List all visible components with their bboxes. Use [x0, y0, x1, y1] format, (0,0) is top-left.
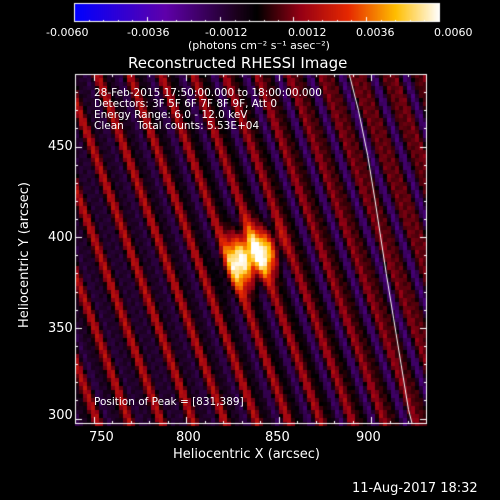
colorbar-tick-label: 0.0036 — [356, 26, 395, 39]
y-tick-label: 450 — [48, 139, 73, 154]
footer-date: 11-Aug-2017 18:32 — [352, 481, 478, 496]
y-axis-label: Heliocentric Y (arcsec) — [17, 182, 32, 328]
colorbar-tick-label: 0.0012 — [288, 26, 327, 39]
colorbar-unit-label: (photons cm⁻² s⁻¹ asec⁻²) — [188, 39, 330, 52]
colorbar-tick-label: -0.0036 — [127, 26, 170, 39]
x-tick-label: 800 — [176, 430, 201, 445]
x-tick-label: 850 — [265, 430, 290, 445]
colorbar-tick-label: 0.0060 — [434, 26, 473, 39]
info-energy-range: Energy Range: 6.0 - 12.0 keV — [94, 109, 248, 121]
x-axis-label: Heliocentric X (arcsec) — [173, 447, 320, 462]
x-tick-label: 750 — [89, 430, 114, 445]
x-tick-label: 900 — [356, 430, 381, 445]
info-detectors: Detectors: 3F 5F 6F 7F 8F 9F, Att 0 — [94, 98, 278, 110]
y-tick-label: 350 — [48, 321, 73, 336]
y-tick-label: 400 — [48, 230, 73, 245]
peak-position-label: Position of Peak = [831,389] — [94, 396, 244, 408]
info-clean-counts: Clean Total counts: 5.53E+04 — [94, 120, 260, 132]
y-tick-label: 300 — [48, 408, 73, 423]
colorbar-tick-label: -0.0012 — [205, 26, 248, 39]
plot-title: Reconstructed RHESSI Image — [128, 54, 348, 72]
colorbar-tick-label: -0.0060 — [46, 26, 89, 39]
info-time-range: 28-Feb-2015 17:50:00.000 to 18:00:00.000 — [94, 87, 322, 99]
